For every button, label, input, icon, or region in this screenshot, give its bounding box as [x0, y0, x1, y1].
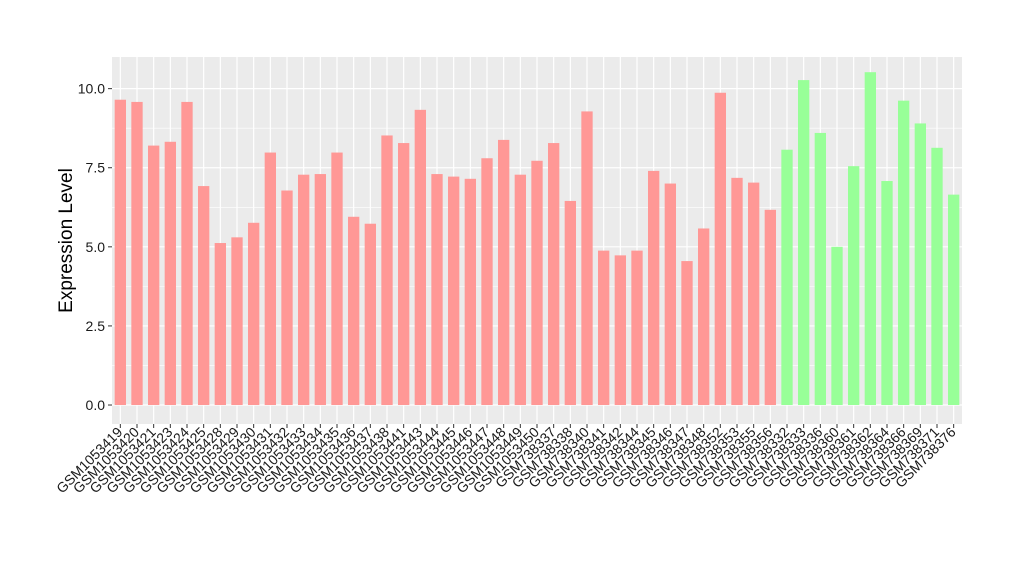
bar-GSM738337 [548, 143, 560, 406]
bar-GSM1053434 [314, 174, 326, 406]
bar-GSM738371 [931, 147, 943, 406]
bar-GSM738352 [714, 92, 726, 406]
bar-GSM1053428 [214, 243, 226, 406]
bar-GSM738353 [731, 177, 743, 406]
bar-GSM1053425 [198, 186, 210, 406]
bar-GSM1053444 [431, 174, 443, 406]
bar-GSM1053420 [131, 101, 143, 406]
bar-GSM738333 [798, 80, 810, 406]
bar-GSM1053435 [331, 152, 343, 406]
bar-GSM1053432 [281, 190, 293, 406]
y-tick-label: 7.5 [86, 160, 106, 176]
bar-GSM738345 [648, 170, 660, 406]
bar-GSM1053445 [448, 176, 460, 406]
bar-GSM1053419 [114, 99, 126, 406]
bar-GSM1053433 [298, 174, 310, 406]
bar-GSM738364 [881, 181, 893, 406]
bar-GSM1053430 [248, 222, 260, 406]
y-tick-label: 5.0 [86, 239, 106, 255]
y-tick-label: 2.5 [86, 318, 106, 334]
y-axis-title: Expression Level [56, 168, 77, 313]
bar-GSM738348 [698, 228, 710, 406]
bar-GSM738332 [781, 149, 793, 406]
bar-GSM1053441 [398, 143, 410, 406]
bar-GSM738369 [914, 123, 926, 406]
bar-GSM738342 [614, 255, 626, 406]
bar-GSM738361 [848, 166, 860, 406]
bar-GSM738360 [831, 246, 843, 406]
bar-GSM738362 [864, 72, 876, 406]
bar-GSM1053443 [414, 109, 426, 406]
bar-GSM1053424 [181, 101, 193, 406]
bar-GSM738355 [748, 182, 760, 406]
bar-GSM738356 [764, 209, 776, 406]
bar-GSM1053437 [364, 223, 376, 406]
bar-GSM738344 [631, 250, 643, 406]
bar-GSM1053436 [348, 216, 360, 406]
bar-GSM1053431 [264, 152, 276, 406]
bar-GSM1053423 [164, 141, 176, 406]
bar-GSM738346 [664, 183, 676, 406]
bar-GSM1053421 [148, 145, 160, 406]
bar-GSM1053447 [481, 158, 493, 406]
bar-GSM1053429 [231, 237, 243, 406]
bar-GSM738366 [898, 100, 910, 406]
bar-GSM738338 [564, 200, 576, 406]
bar-GSM1053449 [514, 174, 526, 406]
bar-GSM1053450 [531, 160, 543, 406]
bar-GSM738341 [598, 250, 610, 406]
bar-GSM738336 [814, 132, 826, 406]
y-tick-label: 0.0 [86, 397, 106, 413]
bar-GSM1053438 [381, 135, 393, 406]
bar-GSM738376 [948, 194, 960, 406]
bar-GSM738347 [681, 261, 693, 406]
bar-GSM1053446 [464, 178, 476, 406]
bar-GSM738340 [581, 111, 593, 406]
bar-GSM1053448 [498, 139, 510, 406]
y-tick-label: 10.0 [78, 81, 105, 97]
